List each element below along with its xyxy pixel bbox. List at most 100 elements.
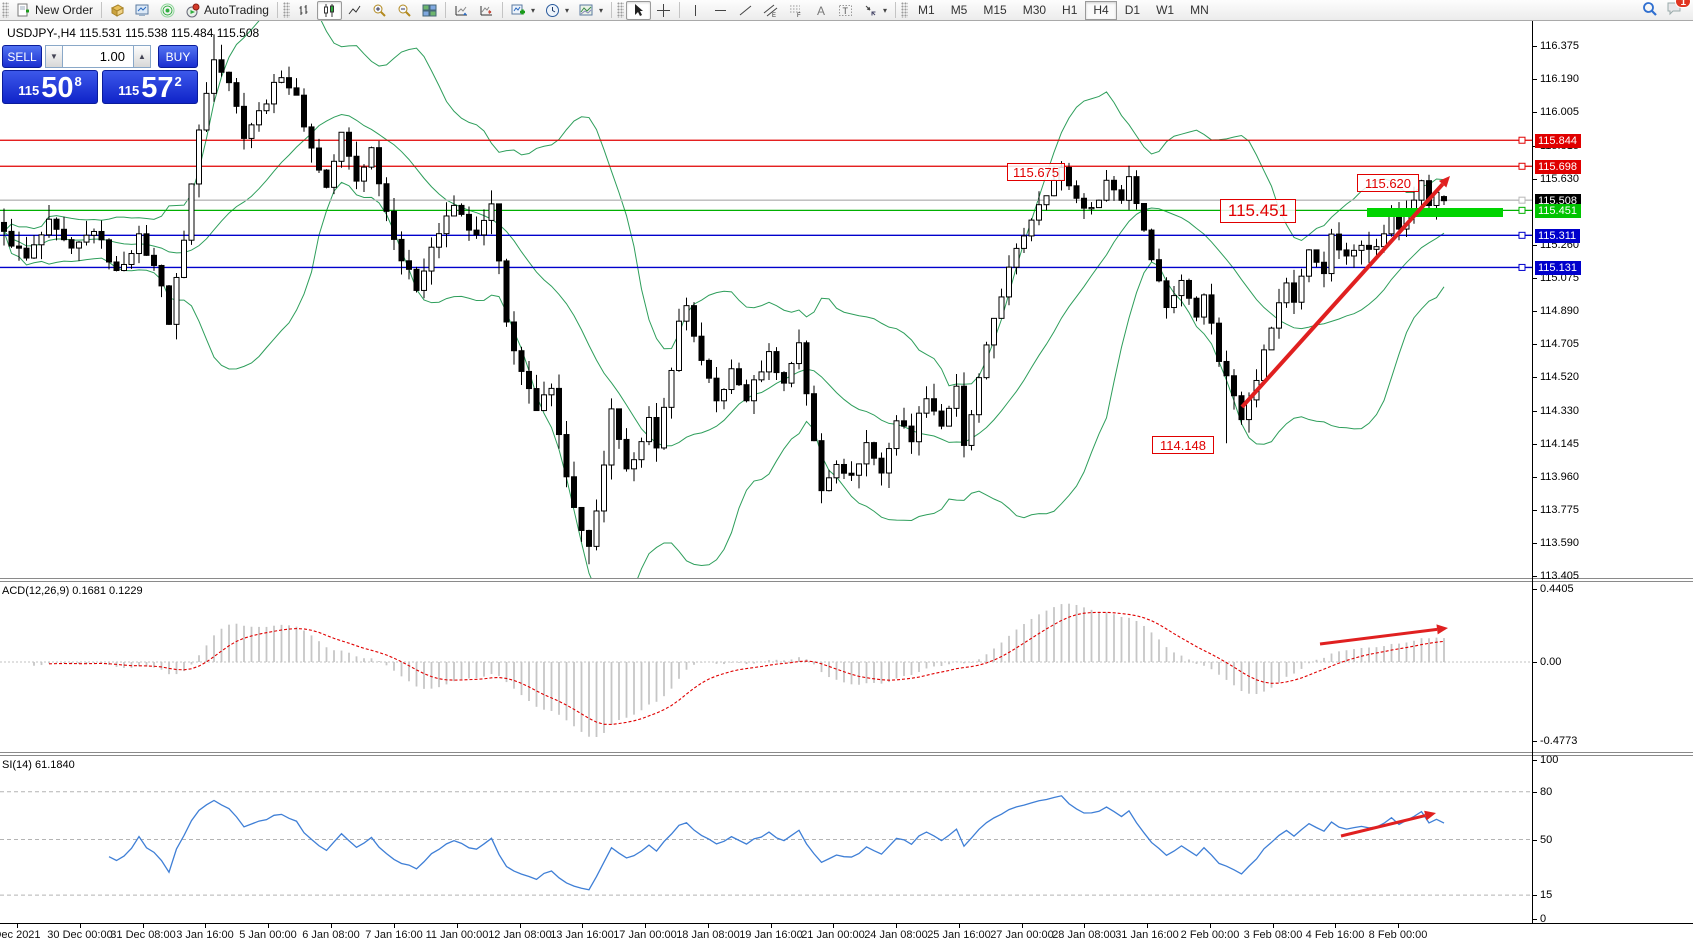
main-toolbar: New Order AutoTrading ▾ ▾ ▾ E F A T ▾ M1…	[0, 0, 1693, 21]
candle-body	[1336, 233, 1342, 251]
sell-price-button[interactable]: 115 50 8	[2, 70, 98, 104]
arrows-button[interactable]: ▾	[858, 1, 892, 20]
bar-chart-icon	[297, 3, 312, 18]
price-annotation-label[interactable]: 115.675	[1007, 163, 1065, 181]
crosshair-button[interactable]	[651, 1, 676, 20]
price-tick-mark	[1533, 376, 1537, 378]
trendline-button[interactable]	[733, 1, 758, 20]
pane-splitter[interactable]	[0, 752, 1693, 756]
macd-canvas[interactable]	[0, 582, 1532, 753]
candle-body	[136, 233, 142, 255]
candle-body	[961, 385, 967, 446]
signals-button[interactable]	[155, 1, 180, 20]
template-button[interactable]: ▾	[574, 1, 608, 20]
chart-window: USDJPY-,H4 115.531 115.538 115.484 115.5…	[0, 21, 1693, 944]
candlestick-chart-button[interactable]	[316, 0, 342, 20]
candle-body	[1021, 235, 1027, 249]
metaeditor-button[interactable]	[130, 1, 155, 20]
channel-icon: E	[763, 3, 778, 18]
tab-timeframe-h4[interactable]: H4	[1085, 0, 1117, 20]
tab-timeframe-m30[interactable]: M30	[1022, 3, 1047, 17]
zoom-in-button[interactable]	[367, 1, 392, 20]
candle-body	[983, 344, 990, 379]
candle-body	[931, 398, 937, 412]
candle-body	[593, 510, 600, 547]
rsi-canvas[interactable]	[0, 756, 1532, 923]
price-annotation-label[interactable]: 114.148	[1152, 436, 1214, 454]
candle-body	[916, 412, 922, 443]
candlestick-chart-icon	[322, 3, 337, 18]
auto-scroll-button[interactable]	[449, 1, 474, 20]
time-tick-mark	[833, 924, 834, 928]
tab-timeframe-w1[interactable]: W1	[1156, 3, 1175, 17]
new-chart-button[interactable]: ▾	[506, 1, 540, 20]
candle-body	[1426, 180, 1432, 206]
price-tick-label: 113.590	[1540, 536, 1579, 549]
fibonacci-button[interactable]: F	[783, 1, 808, 20]
sell-button[interactable]: SELL	[2, 45, 42, 68]
tab-timeframe-m15[interactable]: M15	[983, 3, 1007, 17]
volume-increase-button[interactable]: ▲	[133, 45, 151, 68]
candle-body	[998, 296, 1005, 319]
svg-text:F: F	[797, 13, 801, 18]
channel-button[interactable]: E	[758, 1, 783, 20]
candle-body	[8, 230, 15, 247]
volume-decrease-button[interactable]: ▼	[45, 45, 63, 68]
metaeditor-icon	[135, 3, 150, 18]
search-icon[interactable]	[1642, 1, 1658, 20]
tab-timeframe-mn[interactable]: MN	[1190, 3, 1209, 17]
rsi-tick-label: 80	[1540, 785, 1553, 798]
trend-arrow-line[interactable]	[1240, 182, 1445, 409]
time-tick-mark	[205, 924, 206, 928]
price-annotation-label[interactable]: 115.620	[1357, 174, 1419, 192]
pane-splitter[interactable]	[0, 578, 1693, 582]
candle-body	[781, 372, 787, 384]
buy-button[interactable]: BUY	[158, 45, 198, 68]
candle-body	[23, 247, 30, 259]
toolbar-drag-handle[interactable]	[2, 2, 9, 18]
price-axis[interactable]: 116.375116.190116.005115.815115.630115.2…	[1532, 21, 1693, 925]
toolbar-drag-handle[interactable]	[617, 2, 624, 18]
candle-body	[556, 387, 562, 436]
line-chart-button[interactable]	[342, 1, 367, 20]
time-tick-label: Dec 2021	[0, 929, 41, 941]
candle-body	[481, 219, 487, 236]
candle-body	[143, 233, 150, 256]
tab-timeframe-m5[interactable]: M5	[950, 3, 968, 17]
tab-timeframe-d1[interactable]: D1	[1124, 3, 1141, 17]
chart-shift-button[interactable]	[474, 1, 499, 20]
toolbar-drag-handle[interactable]	[282, 2, 290, 18]
rsi-tick-mark	[1533, 791, 1537, 793]
tile-windows-button[interactable]	[417, 1, 442, 20]
period-button[interactable]: ▾	[540, 1, 574, 20]
cursor-button[interactable]	[626, 0, 651, 20]
candle-body	[676, 320, 682, 371]
toolbar-drag-handle[interactable]	[901, 2, 909, 18]
time-tick-mark	[80, 924, 81, 928]
price-tick-label: 113.405	[1540, 569, 1579, 582]
volume-input[interactable]	[63, 45, 133, 68]
tab-timeframe-m1[interactable]: M1	[918, 3, 935, 17]
buy-price-button[interactable]: 115 57 2	[102, 70, 198, 104]
price-annotation-label[interactable]: 115.451	[1220, 199, 1296, 223]
bar-chart-button[interactable]	[292, 1, 317, 20]
tab-timeframe-h1[interactable]: H1	[1062, 3, 1078, 17]
new-order-button[interactable]: New Order	[11, 1, 98, 20]
highlight-zone-rect[interactable]	[1367, 208, 1503, 217]
text-label-button[interactable]: T	[833, 1, 858, 20]
trend-arrow-line[interactable]	[1340, 814, 1426, 838]
text-button[interactable]: A	[808, 1, 833, 20]
notification-button[interactable]: 1	[1666, 0, 1691, 19]
candle-body	[608, 408, 615, 466]
trend-arrow-line[interactable]	[1319, 627, 1438, 646]
price-tick-mark	[1533, 244, 1537, 246]
candle-body	[1313, 249, 1320, 263]
horizontal-line-button[interactable]	[708, 1, 733, 20]
market-watch-button[interactable]	[105, 1, 130, 20]
autotrading-button[interactable]: AutoTrading	[180, 1, 274, 20]
vertical-line-button[interactable]	[683, 1, 708, 20]
price-chart-canvas[interactable]	[0, 21, 1532, 578]
zoom-out-button[interactable]	[392, 1, 417, 20]
candle-body	[1366, 244, 1372, 250]
